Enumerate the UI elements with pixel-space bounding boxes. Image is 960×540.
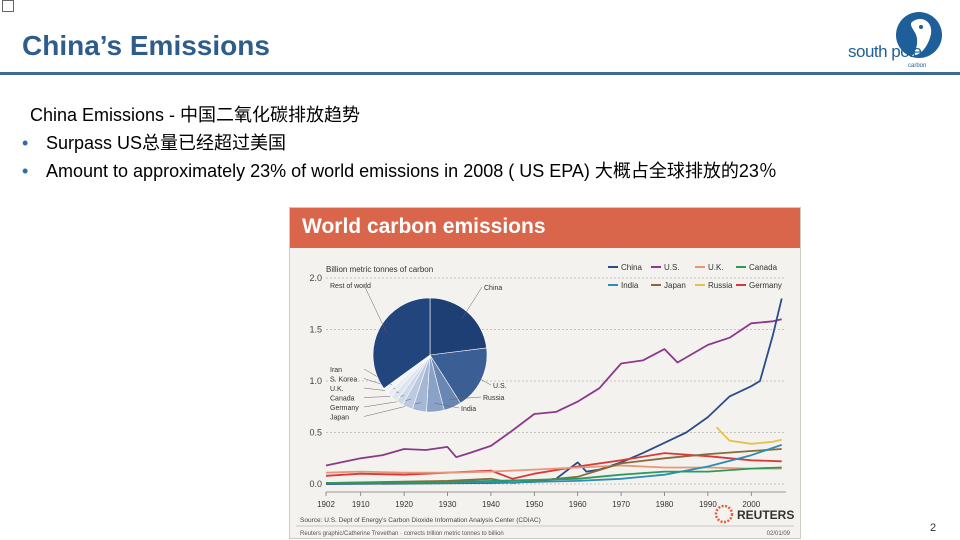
x-tick-label: 1950 bbox=[525, 500, 543, 509]
chart-date: 02/01/09 bbox=[767, 531, 791, 537]
logo-sub: carbon bbox=[908, 63, 927, 69]
emissions-chart: 2.0 1.5 1.0 0.5 0.0 1902 1910 1920 1930 1940 1950 1… bbox=[296, 263, 794, 537]
pie-label: Germany bbox=[330, 405, 359, 412]
corner-checkbox bbox=[2, 0, 14, 12]
bullet-list: China Emissions - 中国二氧化碳排放趋势 • Surpass U… bbox=[22, 103, 932, 187]
pie-slice bbox=[429, 297, 487, 356]
pie-label: China bbox=[484, 285, 502, 292]
bullet-text: Amount to approximately 23% of world emi… bbox=[46, 161, 777, 181]
figure-banner: World carbon emissions bbox=[290, 208, 800, 248]
logo-name: south pole bbox=[848, 42, 922, 61]
pie-slice bbox=[429, 347, 488, 404]
series-line bbox=[715, 426, 782, 445]
legend-label: U.S. bbox=[664, 263, 680, 272]
series-line bbox=[326, 444, 782, 484]
x-tick-label: 1960 bbox=[569, 500, 587, 509]
x-tick-label: 1920 bbox=[395, 500, 413, 509]
y-tick-label: 2.0 bbox=[309, 273, 322, 283]
series-line bbox=[325, 448, 782, 484]
brand-label: REUTERS bbox=[737, 508, 794, 522]
bullet-item: • Surpass US总量已经超过美国 bbox=[22, 131, 932, 155]
series-line bbox=[325, 318, 782, 467]
bullet-dot-icon: • bbox=[22, 161, 29, 181]
x-tick-label: 2000 bbox=[742, 500, 760, 509]
bullet-dot-icon: • bbox=[22, 133, 29, 153]
y-tick-label: 1.5 bbox=[309, 325, 322, 335]
title-divider bbox=[0, 72, 960, 75]
legend-label: Russia bbox=[708, 281, 733, 290]
x-tick-label: 1910 bbox=[352, 500, 370, 509]
y-tick-label: 0.0 bbox=[309, 479, 322, 489]
pie-leader bbox=[449, 396, 482, 400]
pie-label: Iran bbox=[330, 367, 342, 374]
x-tick-label: 1902 bbox=[317, 500, 335, 509]
pie-label: Russia bbox=[483, 395, 505, 402]
y-tick-label: 1.0 bbox=[309, 376, 322, 386]
pie-leader bbox=[461, 286, 483, 319]
series-line bbox=[325, 464, 782, 474]
x-tick-label: 1930 bbox=[439, 500, 457, 509]
legend-label: U.K. bbox=[708, 263, 724, 272]
source-note: Source: U.S. Dept of Energy's Carbon Dio… bbox=[300, 517, 541, 524]
chart-title: World carbon emissions bbox=[302, 215, 546, 238]
pie-label: Canada bbox=[330, 396, 355, 403]
slide-title: China’s Emissions bbox=[22, 30, 270, 61]
pie-leader bbox=[473, 375, 492, 386]
pie-leader bbox=[434, 402, 460, 409]
pie-label: India bbox=[461, 406, 476, 413]
x-tick-label: 1980 bbox=[656, 500, 674, 509]
pie-leader bbox=[363, 284, 388, 334]
legend-label: India bbox=[621, 281, 639, 290]
pie-label: U.K. bbox=[330, 386, 344, 393]
pie-label: Rest of world bbox=[330, 283, 371, 290]
legend-label: Japan bbox=[664, 281, 686, 290]
legend-label: Germany bbox=[749, 281, 782, 290]
pie-slice bbox=[372, 297, 431, 389]
pie-label: Japan bbox=[330, 415, 349, 422]
series-line bbox=[325, 452, 782, 480]
x-tick-label: 1940 bbox=[482, 500, 500, 509]
y-tick-label: 0.5 bbox=[309, 428, 322, 438]
bullet-text: Surpass US总量已经超过美国 bbox=[46, 133, 287, 153]
lead-line: China Emissions - 中国二氧化碳排放趋势 bbox=[30, 105, 361, 125]
x-tick-label: 1970 bbox=[612, 500, 630, 509]
bullet-item: • Amount to approximately 23% of world e… bbox=[22, 159, 932, 183]
x-tick-label: 1990 bbox=[699, 500, 717, 509]
emissions-figure: World carbon emissions 2.0 1.5 1.0 0.5 0.0 19… bbox=[289, 207, 801, 539]
y-axis-label: Billion metric tonnes of carbon bbox=[326, 265, 433, 274]
legend-label: China bbox=[621, 263, 642, 272]
legend-label: Canada bbox=[749, 263, 778, 272]
pie-label: S. Korea bbox=[330, 377, 357, 384]
series-line bbox=[325, 466, 782, 484]
page-number: 2 bbox=[930, 522, 937, 534]
reuters-logo-icon bbox=[714, 504, 734, 524]
credit-note: Reuters graphic/Catherine Trevethan · co… bbox=[300, 531, 504, 537]
penguin-logo-icon bbox=[896, 12, 942, 58]
pie-label: U.S. bbox=[493, 383, 507, 390]
